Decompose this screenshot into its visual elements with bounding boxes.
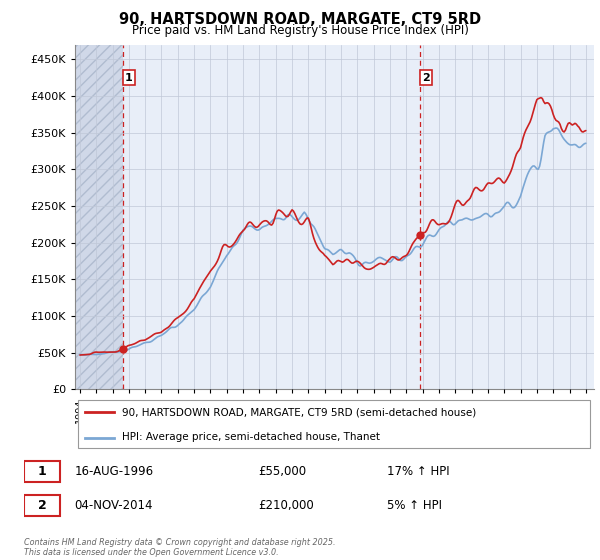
Text: 5% ↑ HPI: 5% ↑ HPI — [387, 499, 442, 512]
Text: 1: 1 — [38, 465, 47, 478]
Bar — [75, 45, 122, 389]
Text: 1: 1 — [125, 72, 133, 82]
FancyBboxPatch shape — [24, 495, 60, 516]
Text: 04-NOV-2014: 04-NOV-2014 — [74, 499, 153, 512]
Text: Contains HM Land Registry data © Crown copyright and database right 2025.
This d: Contains HM Land Registry data © Crown c… — [24, 538, 335, 557]
Text: 2: 2 — [38, 499, 47, 512]
FancyBboxPatch shape — [77, 400, 590, 448]
Text: £210,000: £210,000 — [259, 499, 314, 512]
Text: 16-AUG-1996: 16-AUG-1996 — [74, 465, 154, 478]
Text: 17% ↑ HPI: 17% ↑ HPI — [387, 465, 449, 478]
Text: Price paid vs. HM Land Registry's House Price Index (HPI): Price paid vs. HM Land Registry's House … — [131, 24, 469, 37]
Text: 90, HARTSDOWN ROAD, MARGATE, CT9 5RD: 90, HARTSDOWN ROAD, MARGATE, CT9 5RD — [119, 12, 481, 27]
Text: HPI: Average price, semi-detached house, Thanet: HPI: Average price, semi-detached house,… — [122, 432, 380, 442]
Text: 90, HARTSDOWN ROAD, MARGATE, CT9 5RD (semi-detached house): 90, HARTSDOWN ROAD, MARGATE, CT9 5RD (se… — [122, 408, 476, 418]
FancyBboxPatch shape — [24, 461, 60, 482]
Text: 2: 2 — [422, 72, 430, 82]
Text: £55,000: £55,000 — [259, 465, 307, 478]
